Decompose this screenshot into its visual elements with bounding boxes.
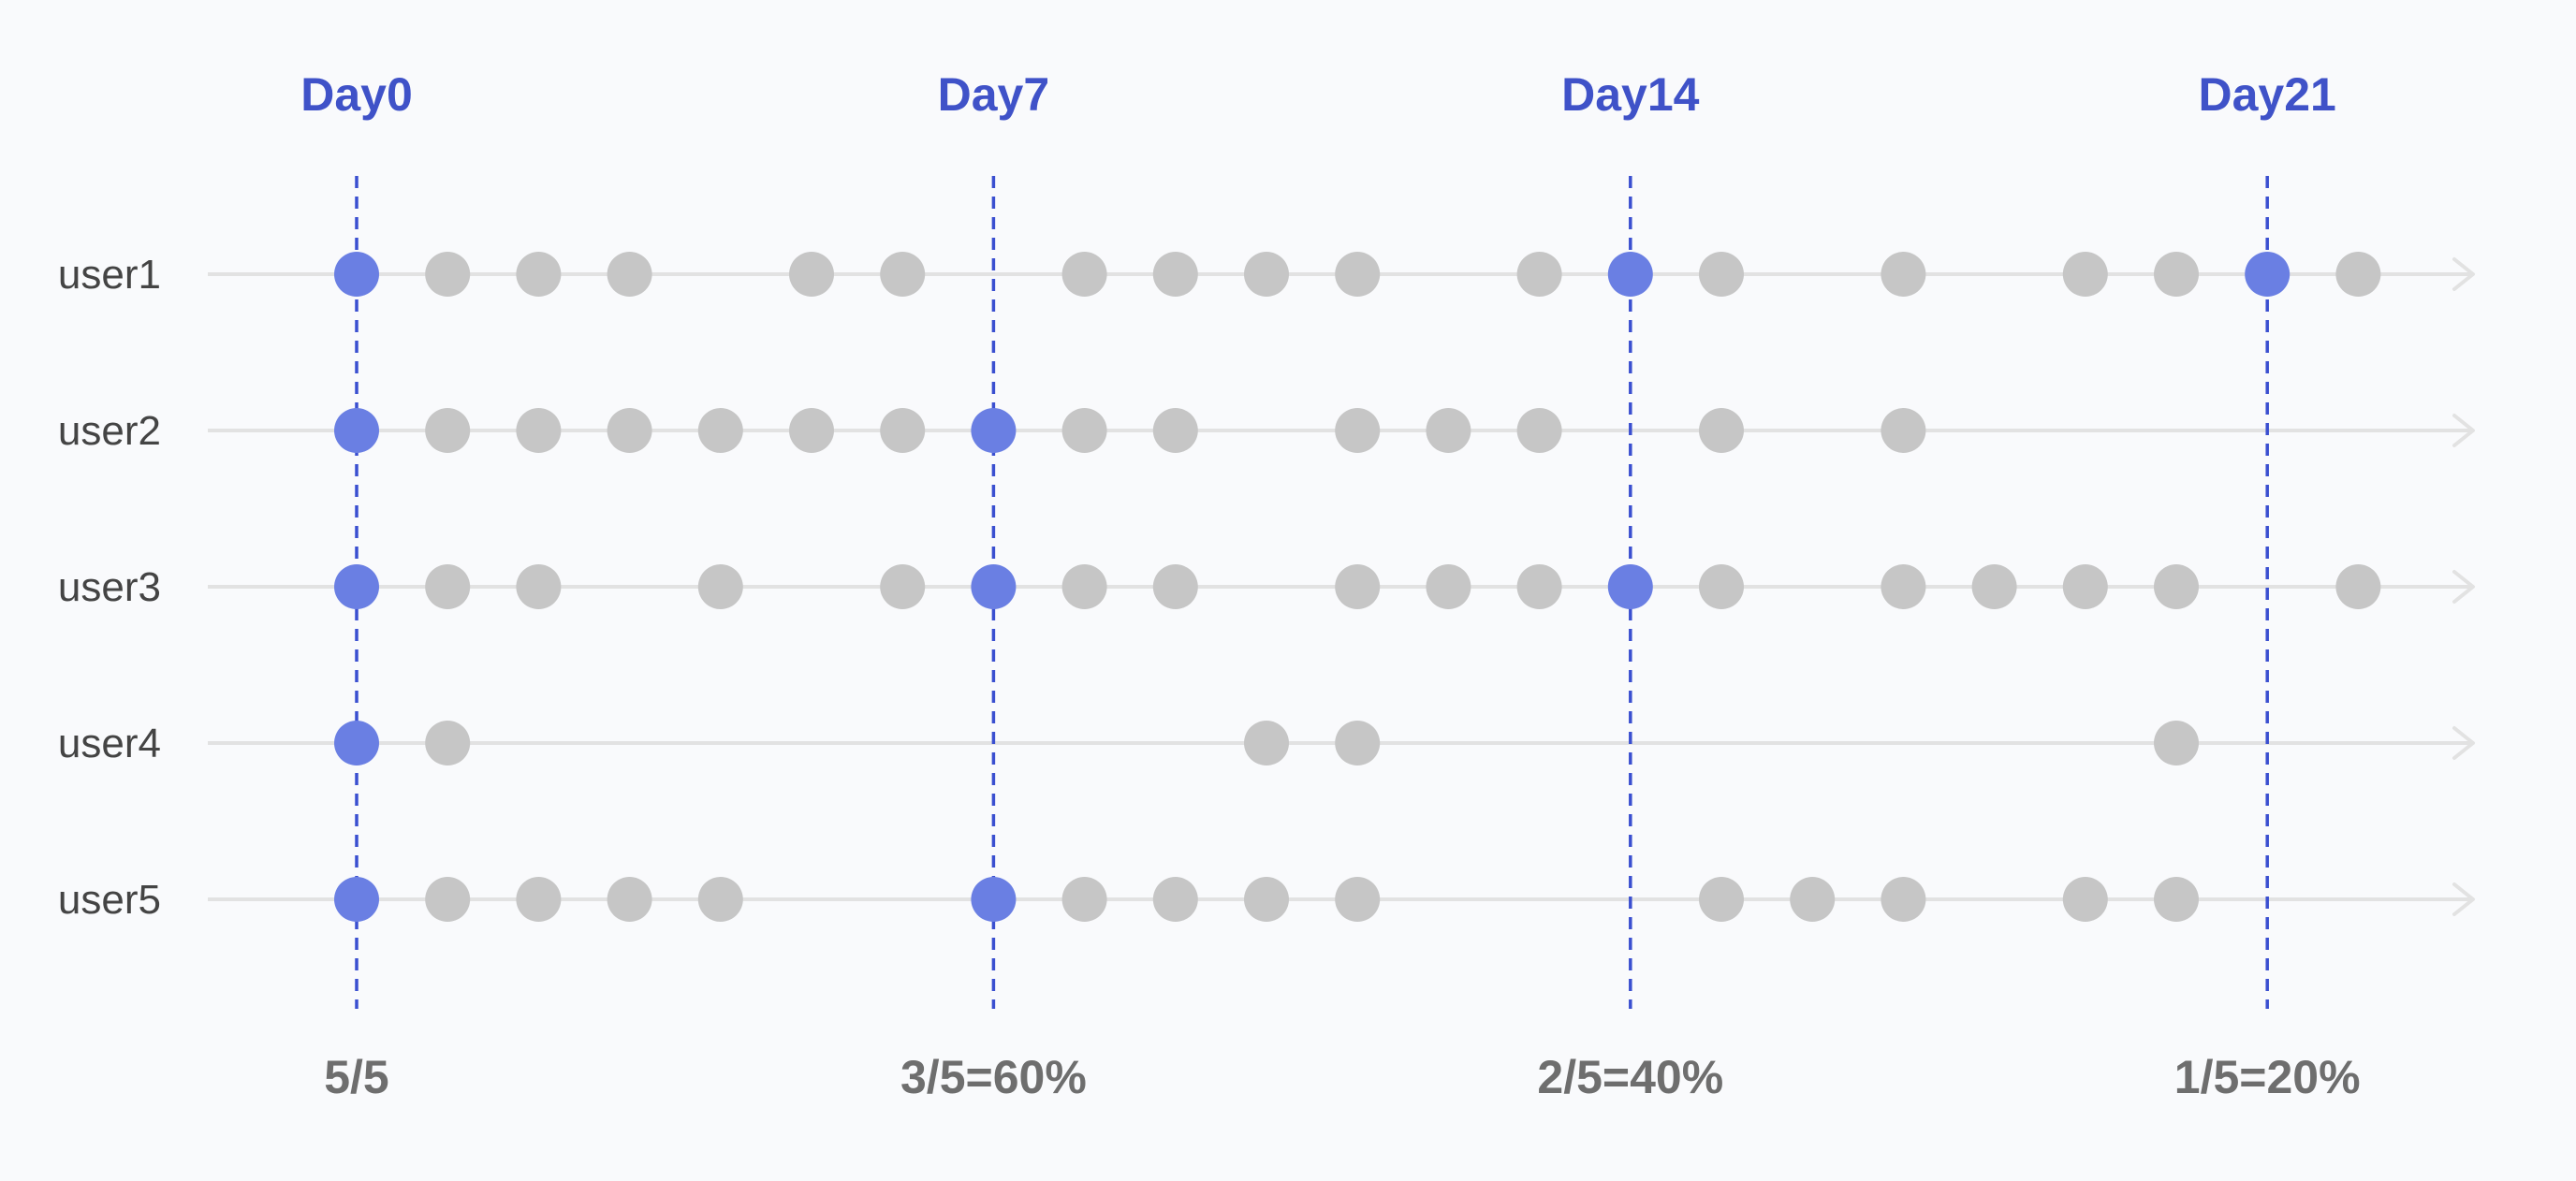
activity-dot <box>2335 564 2381 609</box>
activity-dot <box>697 564 743 609</box>
activity-dot <box>2335 252 2381 297</box>
activity-dot <box>880 564 926 609</box>
activity-dot <box>1244 252 1289 297</box>
activity-dot <box>607 877 652 922</box>
activity-dot <box>425 408 471 453</box>
activity-dot <box>516 564 562 609</box>
activity-dot <box>1881 877 1926 922</box>
activity-dot <box>1061 408 1107 453</box>
activity-dot <box>1152 564 1198 609</box>
activity-dot <box>1881 252 1926 297</box>
retention-check-dot <box>1607 564 1653 609</box>
activity-dot <box>2062 564 2108 609</box>
retention-check-dot <box>1607 252 1653 297</box>
arrow-right-icon <box>2452 726 2475 760</box>
activity-dot <box>1152 877 1198 922</box>
activity-dot <box>2154 877 2199 922</box>
activity-dot <box>1061 564 1107 609</box>
activity-dot <box>1881 408 1926 453</box>
activity-dot <box>880 408 926 453</box>
day-label: Day0 <box>300 68 413 121</box>
activity-dot <box>1516 408 1562 453</box>
activity-dot <box>425 252 471 297</box>
retention-ratio-label: 5/5 <box>324 1051 389 1103</box>
activity-dot <box>880 252 926 297</box>
activity-dot <box>2154 252 2199 297</box>
activity-dot <box>607 252 652 297</box>
activity-dot <box>1061 252 1107 297</box>
user-label: user2 <box>58 408 161 454</box>
activity-dot <box>516 252 562 297</box>
activity-dot <box>1699 877 1744 922</box>
activity-dot <box>1699 564 1744 609</box>
activity-dot <box>1335 877 1381 922</box>
activity-dot <box>789 252 834 297</box>
arrow-right-icon <box>2452 570 2475 604</box>
activity-dot <box>1152 408 1198 453</box>
activity-dot <box>1244 721 1289 765</box>
activity-dot <box>1516 564 1562 609</box>
retention-check-dot <box>334 564 379 609</box>
arrow-right-icon <box>2452 882 2475 916</box>
activity-dot <box>697 408 743 453</box>
activity-dot <box>2062 877 2108 922</box>
retention-ratio-label: 1/5=20% <box>2174 1051 2361 1103</box>
activity-dot <box>1335 252 1381 297</box>
activity-dot <box>2154 721 2199 765</box>
day-label: Day14 <box>1561 68 1700 121</box>
retention-check-dot <box>971 564 1017 609</box>
arrow-right-icon <box>2452 414 2475 447</box>
user-label: user1 <box>58 252 161 298</box>
activity-dot <box>1426 408 1471 453</box>
activity-dot <box>697 877 743 922</box>
activity-dot <box>1335 408 1381 453</box>
activity-dots <box>334 252 2381 922</box>
arrow-right-icon <box>2452 257 2475 291</box>
day-label: Day7 <box>938 68 1050 121</box>
activity-dot <box>2154 564 2199 609</box>
activity-dot <box>516 408 562 453</box>
activity-dot <box>1152 252 1198 297</box>
activity-dot <box>1516 252 1562 297</box>
retention-ratio-label: 2/5=40% <box>1537 1051 1723 1103</box>
activity-dot <box>1335 564 1381 609</box>
activity-dot <box>516 877 562 922</box>
activity-dot <box>1335 721 1381 765</box>
user-label: user4 <box>58 721 161 766</box>
activity-dot <box>2062 252 2108 297</box>
day-label: Day21 <box>2199 68 2336 121</box>
retention-check-dot <box>2245 252 2291 297</box>
activity-dot <box>1699 408 1744 453</box>
retention-check-dot <box>971 408 1017 453</box>
activity-dot <box>425 721 471 765</box>
retention-check-dot <box>334 408 379 453</box>
activity-dot <box>1699 252 1744 297</box>
retention-check-dot <box>334 721 379 765</box>
activity-dot <box>425 877 471 922</box>
retention-ratio-label: 3/5=60% <box>900 1051 1087 1103</box>
activity-dot <box>1061 877 1107 922</box>
activity-dot <box>1244 877 1289 922</box>
activity-dot <box>1790 877 1836 922</box>
activity-dot <box>607 408 652 453</box>
activity-dot <box>1971 564 2017 609</box>
activity-dot <box>1426 564 1471 609</box>
user-label: user5 <box>58 877 161 923</box>
activity-dot <box>789 408 834 453</box>
retention-check-dot <box>334 252 379 297</box>
labels: Day0 5/5 Day7 3/5=60% Day14 2/5=40% Day21 1/5=2… <box>58 68 2361 1103</box>
retention-check-dot <box>334 877 379 922</box>
user-label: user3 <box>58 564 161 610</box>
activity-dot <box>1881 564 1926 609</box>
activity-dot <box>425 564 471 609</box>
retention-check-dot <box>971 877 1017 922</box>
